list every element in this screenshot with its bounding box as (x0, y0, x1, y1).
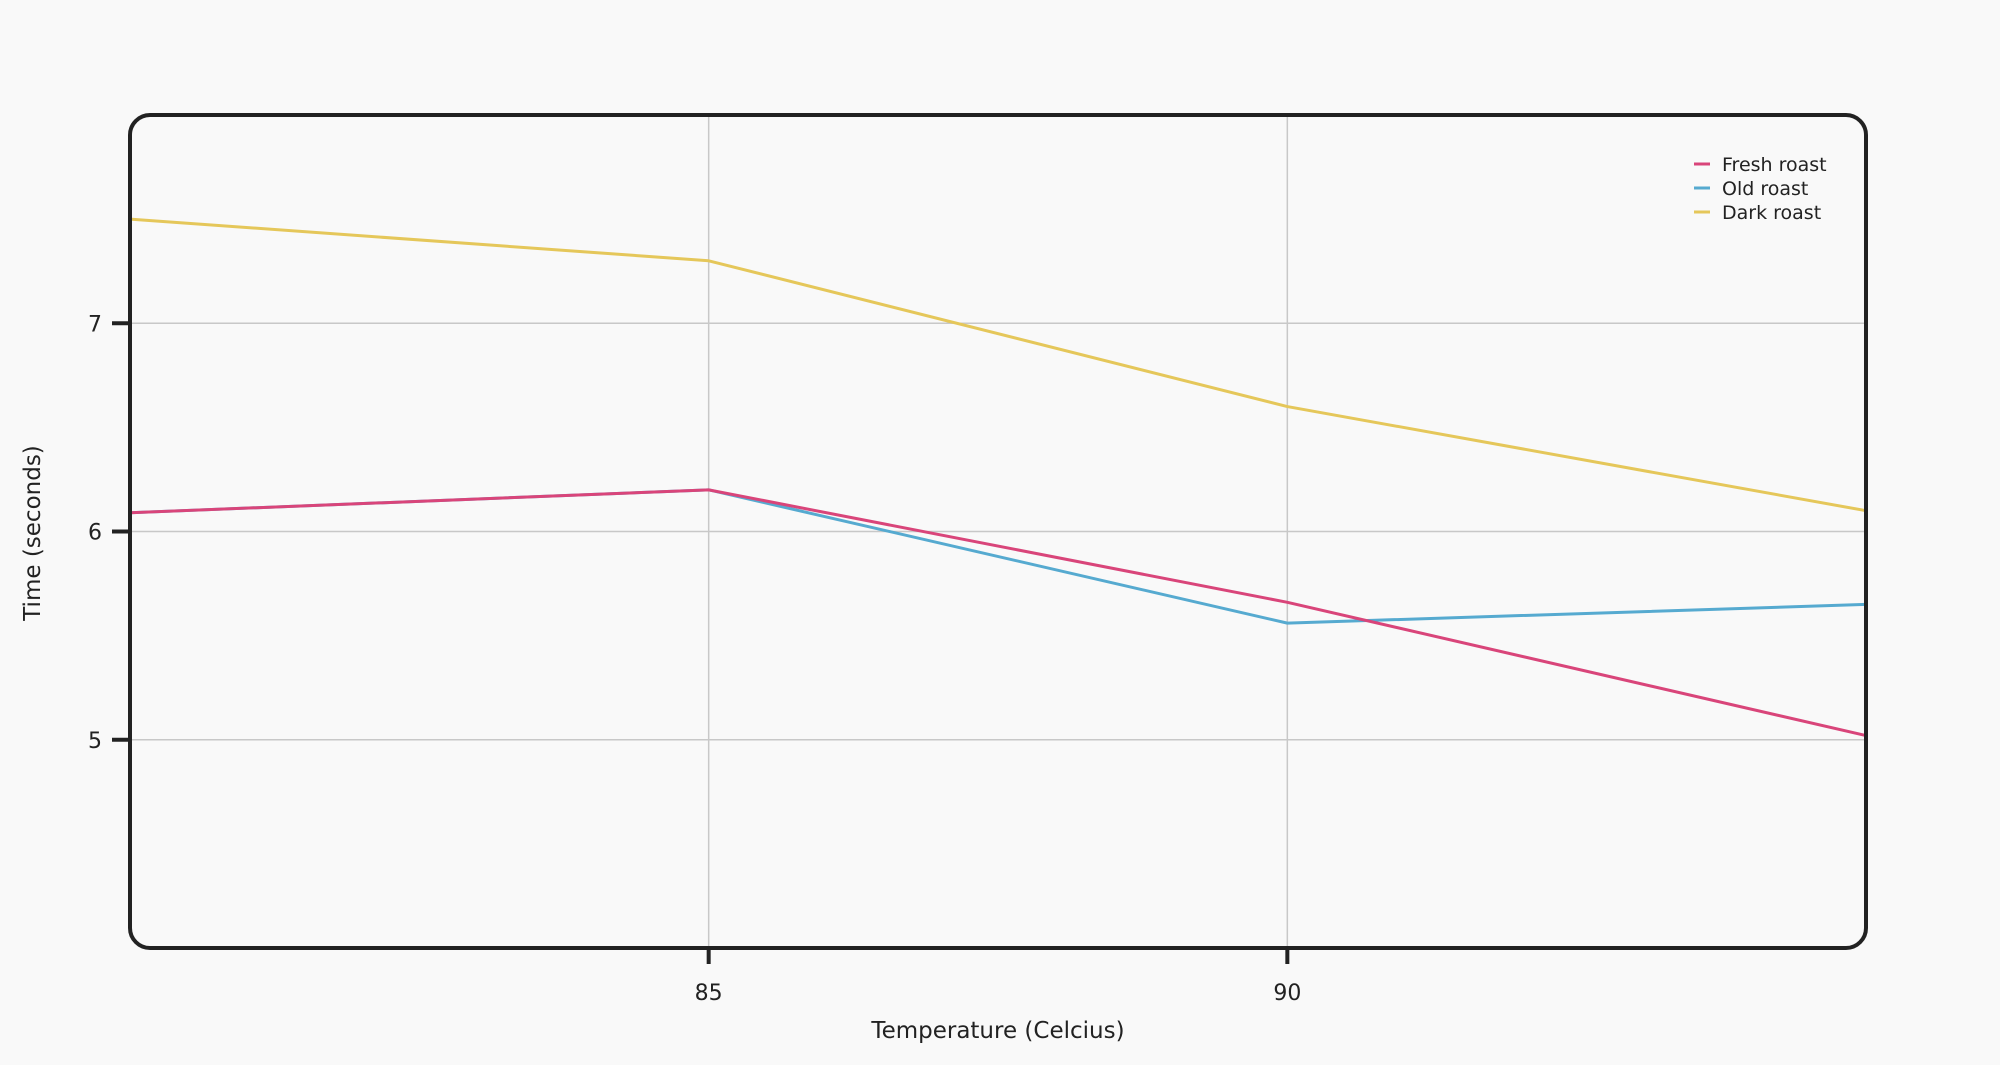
y-tick-label: 5 (88, 729, 102, 754)
x-tick-label: 90 (1273, 981, 1301, 1006)
legend-label: Dark roast (1722, 202, 1821, 224)
series-lines (129, 217, 1867, 738)
series-line-dark-roast (129, 217, 1867, 513)
x-tick-label: 85 (695, 981, 723, 1006)
grid (130, 115, 1866, 948)
series-line-old-roast (129, 488, 1867, 625)
y-axis-title: Time (seconds) (20, 445, 46, 622)
legend-label: Fresh roast (1722, 154, 1827, 176)
legend-label: Old roast (1722, 178, 1808, 200)
y-tick-label: 6 (88, 521, 102, 546)
x-axis-title: Temperature (Celcius) (870, 1018, 1124, 1044)
series-line-fresh-roast (129, 488, 1867, 738)
y-tick-label: 7 (88, 312, 102, 337)
axis-ticks: 85 90 5 6 7 (88, 312, 1301, 1006)
